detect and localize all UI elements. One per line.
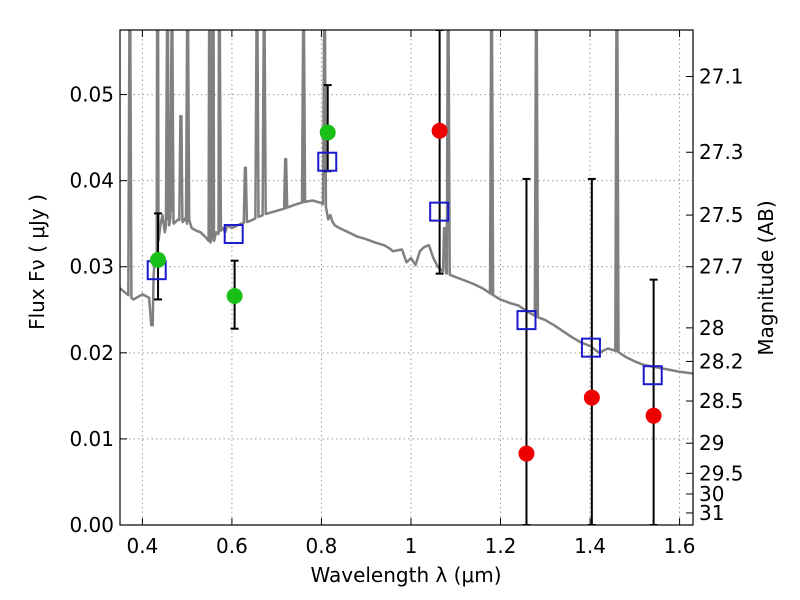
mag-tick-label: 30	[699, 482, 724, 506]
red-point	[431, 122, 448, 139]
x-tick-label: 0.4	[126, 534, 158, 558]
x-tick-label: 0.8	[306, 534, 338, 558]
x-tick-label: 1.2	[485, 534, 517, 558]
mag-tick-label: 31	[699, 501, 724, 525]
axis-ticks: 0.4 0.6 0.8 1 1.2 1.4 1.6 0.00 0.01 0.02 0.03 0.04 0…	[69, 30, 744, 558]
mag-tick-label: 29	[699, 431, 724, 455]
mag-tick-label: 28.5	[699, 389, 744, 413]
red-point	[645, 407, 662, 424]
mag-tick-label: 27.7	[699, 255, 744, 279]
model-sed	[120, 30, 693, 375]
model-photometry-square	[642, 365, 663, 386]
mag-tick-label: 28	[699, 316, 724, 340]
green-point	[226, 288, 243, 305]
model-sed-line	[120, 30, 693, 375]
y-tick-label: 0.02	[69, 341, 114, 365]
model-photometry-square	[317, 151, 338, 172]
red-points	[431, 122, 662, 462]
mag-tick-label: 28.2	[699, 349, 744, 373]
x-tick-label: 1.6	[664, 534, 696, 558]
model-photometry	[146, 151, 663, 386]
red-point	[518, 445, 535, 462]
model-photometry-square	[580, 337, 601, 358]
plot-frame	[119, 29, 694, 526]
y-tick-label: 0.01	[69, 427, 114, 451]
plot-background	[120, 30, 693, 525]
model-photometry-square	[223, 224, 244, 245]
mag-tick-label: 29.5	[699, 461, 744, 485]
x-tick-label: 1	[405, 534, 418, 558]
mag-tick-label: 27.5	[699, 203, 744, 227]
green-point	[319, 124, 336, 141]
data-layer	[120, 30, 693, 525]
x-axis-title: Wavelength λ (μm)	[310, 563, 501, 587]
green-point	[150, 251, 167, 268]
x-tick-label: 1.4	[574, 534, 606, 558]
y-tick-label: 0.05	[69, 83, 114, 107]
y-axis-title: Flux Fν ( μJy )	[25, 194, 49, 330]
x-tick-label: 0.6	[216, 534, 248, 558]
y-tick-label: 0.00	[69, 513, 114, 537]
y-tick-label: 0.04	[69, 169, 114, 193]
mag-tick-label: 27.3	[699, 140, 744, 164]
mag-tick-label: 27.1	[699, 64, 744, 88]
model-photometry-square	[429, 201, 450, 222]
model-photometry-square	[516, 310, 537, 331]
y2-axis-title: Magnitude (AB)	[754, 200, 778, 355]
red-point	[583, 389, 600, 406]
green-points	[150, 124, 336, 305]
y-tick-label: 0.03	[69, 255, 114, 279]
